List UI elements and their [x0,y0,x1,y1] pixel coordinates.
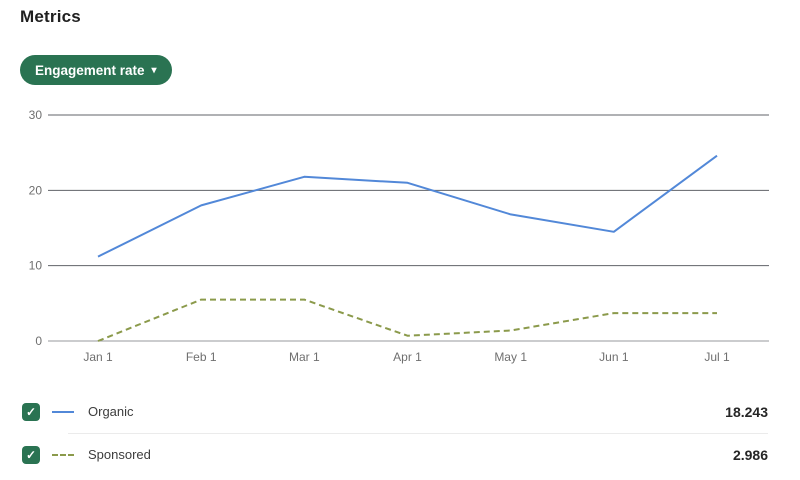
y-tick-label: 20 [29,183,43,197]
organic-value: 18.243 [725,403,768,420]
sponsored-line-swatch [52,453,74,456]
y-tick-label: 0 [35,334,42,348]
checkmark-icon: ✓ [25,404,37,419]
checkmark-icon: ✓ [25,447,37,462]
chevron-down-icon: ▾ [151,65,157,76]
sponsored-label: Sponsored [88,447,151,462]
y-tick-label: 10 [29,259,43,273]
sponsored-line [97,298,717,342]
x-tick-label: Feb 1 [186,350,217,364]
legend-row-sponsored: ✓ Sponsored 2.986 [22,433,768,476]
x-tick-label: Jan 1 [83,350,113,364]
page-title: Metrics [20,7,81,26]
y-tick-label: 30 [29,108,43,122]
organic-line [97,154,718,258]
x-tick-label: Jul 1 [704,350,730,364]
organic-line-swatch [52,410,74,413]
legend-divider [68,433,768,434]
sponsored-checkbox[interactable]: ✓ [22,445,40,464]
sponsored-value: 2.986 [732,446,768,463]
x-tick-label: Jun 1 [599,350,629,364]
x-tick-label: Apr 1 [393,350,422,364]
metric-dropdown-button[interactable]: Engagement rate ▾ [20,55,172,85]
chart-legend: ✓ Organic 18.243 ✓ Sponsored 2.986 [22,390,768,476]
x-tick-label: Mar 1 [289,350,320,364]
metric-dropdown-label: Engagement rate [35,62,145,78]
x-tick-label: May 1 [494,350,527,364]
organic-label: Organic [88,404,134,419]
legend-row-organic: ✓ Organic 18.243 [22,390,768,433]
organic-checkbox[interactable]: ✓ [22,402,40,421]
